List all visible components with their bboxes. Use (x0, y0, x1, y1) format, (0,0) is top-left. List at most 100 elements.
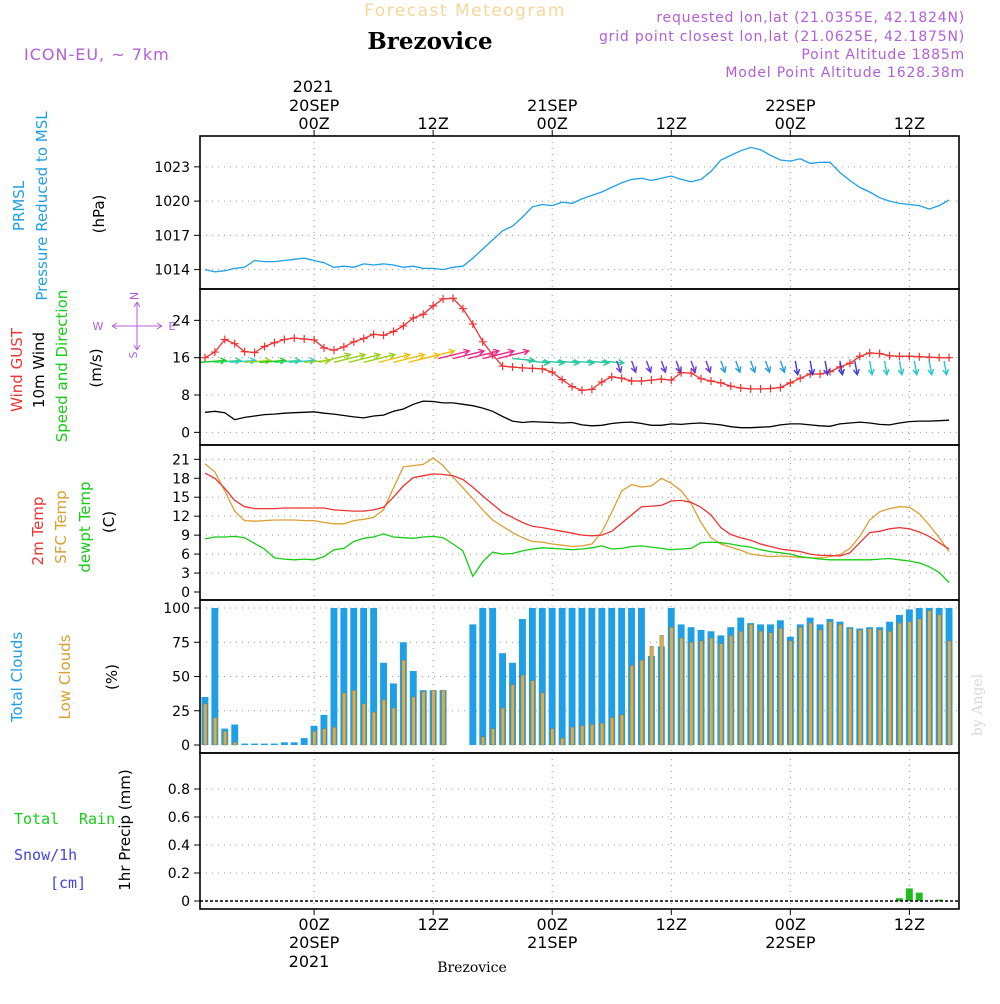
total-label: Total (14, 810, 59, 828)
total-cloud-bar (469, 624, 477, 745)
wind-unit-label: (m/s) (87, 348, 105, 387)
wind10-line (204, 400, 950, 429)
low-cloud-bar (540, 692, 545, 746)
low-cloud-bar (798, 626, 803, 746)
low-cloud-bar (669, 626, 674, 746)
ytick-label: 0.4 (168, 838, 190, 854)
precip-ylabel: 1hr Precip (mm) (116, 769, 134, 890)
gust-point (419, 310, 428, 319)
low-cloud-bar (391, 707, 396, 746)
sfc-temp-line (204, 457, 950, 559)
total-cloud-bar (538, 608, 546, 745)
low-cloud-bar (361, 703, 366, 746)
gust-point (329, 346, 338, 355)
wind-direction-arrow (615, 360, 623, 374)
ytick-label: 8 (181, 388, 190, 404)
wind-direction-arrow (333, 352, 367, 363)
low-cloud-bar (619, 714, 624, 746)
gust-point (667, 376, 676, 385)
total-cloud-bar (231, 724, 239, 745)
t2m-label: 2m Temp (29, 497, 47, 566)
gust-point (607, 372, 616, 381)
grid-layer (200, 136, 959, 909)
bottom-date-label: 21SEP (527, 933, 578, 952)
gust-point (895, 352, 904, 361)
temp-unit-label: (C) (100, 511, 118, 533)
low-cloud-bar (411, 696, 416, 746)
ytick-label: 1017 (154, 228, 190, 244)
low-cloud-bar (639, 659, 644, 746)
wind-direction-arrow (348, 352, 382, 363)
ytick-label: 0.8 (168, 782, 190, 798)
requested-coords: requested lon,lat (21.0355E, 42.1824N) (656, 10, 965, 26)
total-cloud-bar (211, 608, 219, 745)
low-cloud-bar (808, 622, 813, 746)
gust-point (518, 363, 527, 372)
wind-direction-arrow (867, 360, 875, 377)
low-cloud-bar (352, 689, 357, 746)
wind-direction-arrow (942, 360, 950, 377)
gust-point (538, 364, 547, 373)
marks-layer (199, 146, 959, 902)
gust-point (885, 351, 894, 360)
ytick-label: 0.2 (168, 866, 190, 882)
total-clouds-label: Total Clouds (8, 632, 26, 724)
pressure-unit-label: (hPa) (90, 195, 108, 234)
gust-point (637, 377, 646, 385)
gust-point (796, 374, 805, 383)
low-cloud-bar (322, 728, 327, 746)
low-cloud-bar (689, 642, 694, 746)
total-cloud-bar (290, 742, 298, 745)
low-cloud-bar (709, 637, 714, 746)
low-cloud-bar (530, 680, 535, 746)
low-cloud-bar (203, 703, 208, 746)
total-cloud-bar (618, 608, 626, 745)
total-cloud-bar (340, 608, 348, 745)
wind-direction-arrow (720, 360, 727, 374)
gust-point (468, 320, 477, 329)
wind-direction-arrow (467, 348, 501, 360)
low-cloud-bar (332, 726, 337, 746)
wind-direction-arrow (229, 357, 258, 365)
wind-direction-arrow (393, 352, 426, 363)
watermark: by Angel (970, 673, 986, 736)
wind-direction-arrow (244, 357, 273, 365)
gust-point (409, 314, 418, 322)
gust-point (697, 374, 706, 383)
wind-direction-arrow (705, 360, 712, 374)
bottom-hour-label: 00Z (537, 915, 568, 934)
low-cloud-bar (828, 621, 833, 746)
snow-label: Snow/1h (14, 846, 77, 864)
wind-direction-arrow (838, 360, 845, 377)
gust-point (439, 294, 448, 303)
low-cloud-bar (858, 629, 863, 746)
panel-frame-2 (199, 444, 960, 601)
ytick-label: 0.6 (168, 810, 190, 826)
low-cloud-bar (600, 722, 605, 746)
gust-point (349, 337, 358, 346)
total-cloud-bar (370, 608, 378, 745)
wind-direction-arrow (289, 357, 317, 365)
rain-label: Rain (79, 810, 115, 828)
bottom-hour-label: 12Z (894, 915, 925, 934)
ytick-label: 6 (181, 547, 190, 563)
top-hour-label: 12Z (656, 114, 687, 133)
low-cloud-bar (312, 731, 317, 746)
gust-point (706, 377, 715, 385)
ytick-label: 24 (172, 313, 190, 329)
total-cloud-bar (548, 608, 556, 745)
compass-s: S (127, 351, 140, 358)
total-cloud-bar (528, 608, 536, 745)
low-cloud-bar (500, 707, 505, 746)
gust-point (865, 349, 874, 357)
top-year-label: 2021 (293, 77, 334, 96)
gust-point (617, 374, 626, 383)
ytick-label: 16 (172, 351, 190, 367)
rain-bar (896, 898, 903, 901)
gust-line (204, 297, 950, 391)
total-cloud-bar (568, 608, 576, 745)
total-cloud-bar (499, 653, 506, 745)
prmsl-line (204, 146, 950, 273)
low-clouds-label: Low Clouds (56, 634, 74, 719)
